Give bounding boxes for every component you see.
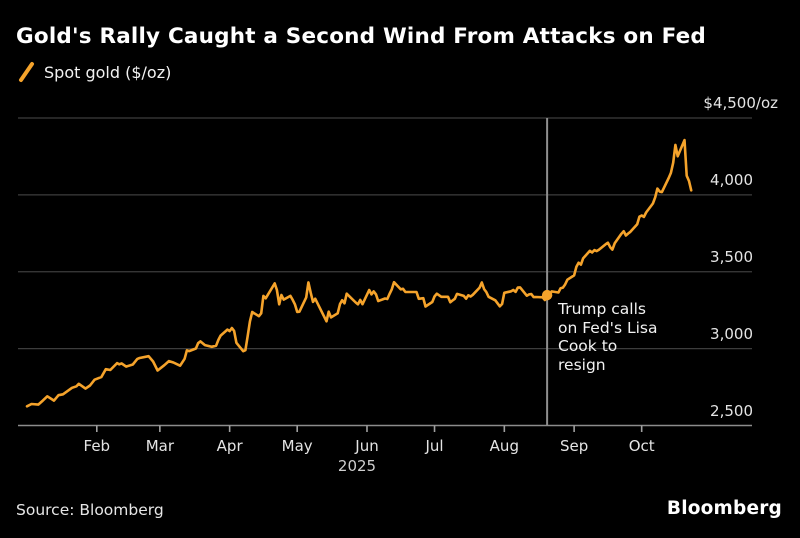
x-axis-label-apr: Apr [216, 437, 243, 455]
bloomberg-logo: Bloomberg [666, 498, 782, 519]
y-axis-label: 3,000 [710, 324, 753, 343]
x-axis-year-label: 2025 [337, 457, 377, 475]
orange-slash-icon [19, 62, 34, 82]
x-axis-label-aug: Aug [489, 437, 519, 455]
x-axis-label-feb: Feb [83, 437, 111, 455]
chart-title: Gold's Rally Caught a Second Wind From A… [16, 24, 706, 49]
annotation-trump-cook-resign: Trump calls on Fed's Lisa Cook to resign [558, 300, 678, 374]
spot-gold-line [25, 138, 693, 408]
event-marker-dot [541, 289, 553, 301]
x-axis-label-sep: Sep [559, 437, 589, 455]
legend: Spot gold ($/oz) [18, 60, 171, 84]
annotation-line: on Fed's Lisa [558, 318, 658, 337]
x-axis-label-jun: Jun [355, 437, 379, 455]
annotation-line: Trump calls [558, 300, 646, 318]
annotation-line: resign [558, 355, 606, 374]
x-axis-label-jul: Jul [425, 437, 444, 455]
x-axis-label-oct: Oct [628, 437, 655, 455]
legend-label: Spot gold ($/oz) [44, 62, 172, 82]
y-axis-label: $4,500/oz [703, 94, 778, 112]
y-axis-label: 4,000 [710, 170, 753, 189]
x-axis-label-may: May [281, 437, 313, 455]
y-axis-label: 3,500 [710, 247, 753, 266]
x-axis-label-mar: Mar [145, 437, 174, 455]
y-axis-label: 2,500 [710, 401, 753, 420]
annotation-line: Cook to [558, 337, 618, 355]
source-credit: Source: Bloomberg [16, 501, 164, 519]
